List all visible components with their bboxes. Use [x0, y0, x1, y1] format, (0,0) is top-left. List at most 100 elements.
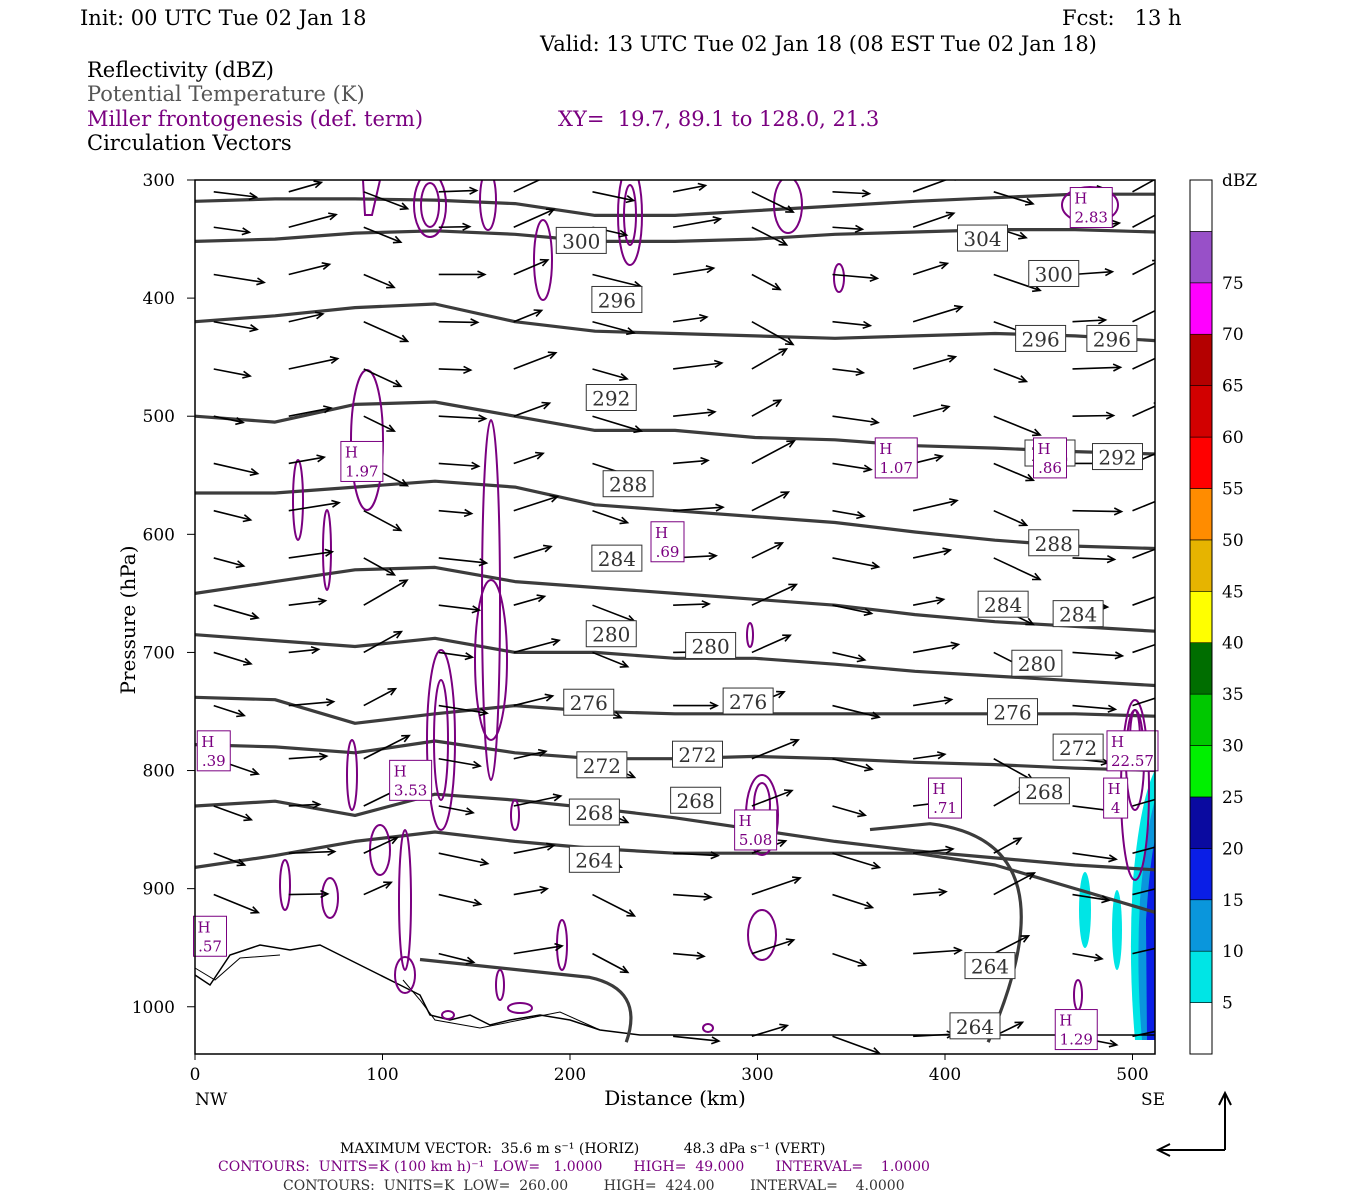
circulation-vector [363, 734, 411, 760]
svg-text:288: 288 [1035, 532, 1073, 556]
circulation-vector [673, 359, 724, 370]
circulation-vector [363, 836, 399, 854]
se-end-label: SE [1141, 1090, 1165, 1110]
circulation-vector [513, 885, 550, 896]
theta-label: 300 [555, 226, 607, 254]
colorbar-label: 5 [1222, 994, 1233, 1014]
colorbar-label: 45 [1222, 582, 1244, 602]
circulation-vector [1072, 704, 1118, 713]
circulation-vector [1132, 1030, 1155, 1038]
frontogenesis-max-label: H.39 [196, 730, 231, 772]
circulation-vector [363, 273, 396, 289]
x-tick-label: 400 [929, 1065, 961, 1085]
circulation-vector [1132, 259, 1155, 276]
circulation-vector [913, 845, 955, 855]
circulation-vector [1132, 357, 1155, 370]
svg-text:264: 264 [575, 848, 613, 872]
theta-label: 268 [568, 798, 620, 826]
reflectivity-colorbar: dBZ 5 10 15 20 25 30 35 40 45 50 55 60 65 70 75 [1189, 171, 1257, 1055]
colorbar-cell [1189, 488, 1213, 541]
svg-text:264: 264 [956, 1015, 994, 1039]
y-tick-label: 900 [143, 880, 175, 900]
circulation-vector [288, 889, 330, 899]
circulation-vector [832, 367, 866, 377]
circulation-vector [288, 212, 338, 229]
theta-contour-300 [195, 228, 1155, 243]
theta-label: 276 [722, 687, 774, 715]
circulation-vector [513, 842, 556, 855]
svg-text:H: H [345, 443, 358, 461]
circulation-vector [832, 509, 866, 520]
circulation-vector [832, 557, 881, 570]
y-tick-label: 300 [143, 171, 175, 191]
colorbar-cell [1189, 745, 1213, 798]
circulation-vector [912, 354, 958, 370]
circulation-vector [832, 805, 868, 818]
theta-label: 304 [957, 224, 1008, 252]
svg-text:.71: .71 [933, 799, 957, 817]
init-time: Init: 00 UTC Tue 02 Jan 18 [80, 6, 366, 30]
svg-text:296: 296 [1022, 327, 1060, 351]
circulation-vector [288, 800, 322, 809]
circulation-vector [993, 191, 1035, 206]
circulation-vector [912, 304, 964, 323]
circulation-vector [213, 509, 253, 523]
colorbar-cell [1189, 590, 1213, 644]
forecast-hour: Fcst: 13 h [1062, 6, 1182, 30]
circulation-vector [912, 641, 961, 654]
theta-label: 268 [1018, 777, 1070, 805]
y-tick-label: 600 [143, 525, 175, 545]
circulation-vector [751, 440, 796, 465]
circulation-vector [438, 461, 481, 470]
theta-contour-280 [195, 633, 1155, 688]
theta-label: 288 [1028, 529, 1080, 557]
circulation-vector [673, 600, 711, 609]
circulation-vector [912, 261, 950, 276]
circulation-vector [993, 509, 1029, 527]
circulation-vector [832, 604, 874, 617]
colorbar-label: 50 [1222, 531, 1244, 551]
svg-text:H: H [1038, 440, 1051, 458]
theta-label: 280 [685, 632, 737, 660]
colorbar-label: 25 [1222, 788, 1244, 808]
circulation-vector [913, 888, 948, 897]
circulation-vector [993, 415, 1042, 437]
colorbar-cell [1189, 436, 1213, 489]
circulation-vector [363, 557, 397, 576]
svg-text:272: 272 [1059, 736, 1097, 760]
circulation-vector [832, 952, 868, 967]
svg-text:H: H [739, 812, 752, 830]
theta-label: 268 [670, 786, 722, 814]
circulation-vector [592, 415, 644, 434]
circulation-vector [513, 258, 550, 276]
max-vector-note: MAXIMUM VECTOR: 35.6 m s⁻¹ (HORIZ) 48.3 … [340, 1141, 825, 1157]
circulation-vector [288, 548, 335, 559]
circulation-vector [288, 180, 324, 193]
circulation-vector [288, 355, 340, 370]
colorbar-label: 30 [1222, 737, 1244, 757]
circulation-vector [513, 451, 545, 465]
colorbar-label: 55 [1222, 479, 1244, 499]
circulation-vector [213, 226, 252, 236]
theta-label: 272 [1052, 733, 1104, 761]
colorbar-label: 10 [1222, 942, 1244, 962]
circulation-vector [288, 645, 321, 655]
colorbar-cell [1189, 539, 1213, 592]
circulation-vector [513, 401, 552, 417]
circulation-vector [513, 309, 544, 323]
svg-text:H: H [1111, 733, 1124, 751]
svg-text:304: 304 [963, 227, 1001, 251]
circulation-vector [438, 414, 488, 423]
svg-text:H: H [1074, 190, 1087, 208]
circulation-vector [363, 630, 404, 654]
circulation-vector [438, 604, 482, 614]
circulation-vector [832, 1035, 882, 1054]
circulation-vector [832, 273, 880, 282]
svg-text:H: H [1059, 1012, 1072, 1030]
svg-text:5.08: 5.08 [739, 831, 772, 849]
frontogenesis-max-label: H1.29 [1054, 1009, 1098, 1051]
circulation-vector [288, 752, 329, 761]
circulation-vector [832, 651, 867, 663]
circulation-vector [673, 951, 706, 960]
circulation-vector [1072, 852, 1118, 863]
